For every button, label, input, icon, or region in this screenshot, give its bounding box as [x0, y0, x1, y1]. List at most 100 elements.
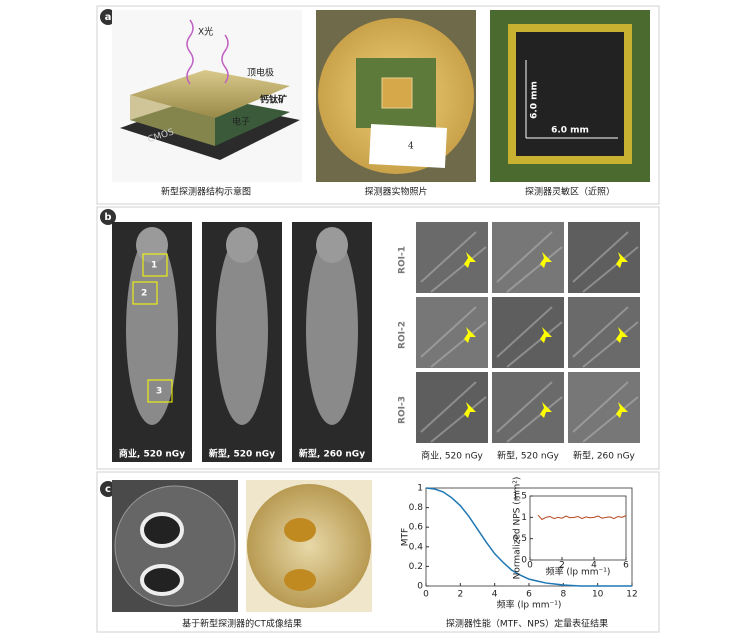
x-tick-label: 0 [423, 590, 429, 600]
roi-caption: 新型, 260 nGy [573, 450, 635, 462]
panel-label: a [105, 12, 112, 23]
caption: 探测器性能（MTF、NPS）定量表征结果 [446, 618, 608, 630]
x-tick-label: 6 [526, 590, 532, 600]
y-tick-label: 0 [417, 582, 423, 592]
x-tick-label: 4 [591, 561, 597, 571]
xray-body [306, 235, 358, 425]
roi-caption: 新型, 520 nGy [497, 450, 559, 462]
panel-label: c [105, 484, 111, 495]
arrow [616, 252, 628, 268]
arrow [464, 252, 476, 268]
y-axis-label: MTF [401, 528, 411, 546]
image-caption: 新型, 520 nGy [209, 448, 275, 460]
sensitive-area-photo [490, 10, 650, 182]
roi-image [416, 222, 488, 293]
x-tick-label: 0 [527, 561, 533, 571]
sample-photo [246, 480, 372, 612]
roi-box [132, 281, 158, 305]
roi-texture [496, 306, 563, 368]
xray-head [226, 227, 258, 263]
y-tick-label: 1.5 [513, 492, 527, 502]
data-line [537, 514, 627, 521]
roi-image [492, 222, 564, 293]
panel-label: b [104, 212, 111, 223]
roi-number: 1 [151, 261, 157, 271]
x-tick-label: 2 [457, 590, 463, 600]
roi-texture [572, 381, 639, 443]
roi-number: 2 [141, 289, 147, 299]
y-axis-label: Normalized NPS (mm²) [513, 477, 523, 580]
y-tick-label: 0 [521, 556, 527, 566]
roi-texture [572, 231, 639, 293]
data-line [425, 487, 632, 587]
photo-label: 4 [408, 142, 414, 152]
y-tick-label: 0.8 [409, 503, 424, 513]
y-tick-label: 0.2 [409, 562, 423, 572]
roi-image [568, 297, 640, 368]
image-caption: 商业, 520 nGy [119, 448, 185, 460]
roi-image [492, 297, 564, 368]
y-tick-label: 1 [521, 513, 527, 523]
roi-number: 3 [156, 387, 162, 397]
x-axis-label: 频率 (lp mm⁻¹) [546, 566, 611, 578]
roi-row-label: ROI-3 [398, 396, 408, 424]
device-photo [316, 10, 476, 182]
roi-box [142, 253, 168, 277]
xray-body [216, 235, 268, 425]
panel-borders [96, 5, 660, 633]
x-tick-label: 4 [492, 590, 498, 600]
plot-frame [529, 495, 627, 561]
arrow [464, 402, 476, 418]
perovskite-label: 钙钛矿 [260, 94, 287, 106]
x-tick-label: 10 [592, 590, 604, 600]
panel-badge [100, 209, 116, 225]
arrow [540, 327, 552, 343]
arrow [616, 327, 628, 343]
roi-image [416, 372, 488, 443]
roi-texture [496, 231, 563, 293]
roi-grid: ROI-1 ROI-2 ROI-3 商业, 520 nGy 新型, 520 nGy 新型,… [398, 222, 640, 462]
caption: 新型探测器结构示意图 [161, 186, 251, 198]
image-caption: 新型, 260 nGy [299, 448, 365, 460]
roi-image [568, 222, 640, 293]
electron-label: 电子 [232, 116, 250, 128]
arrow [540, 402, 552, 418]
xray-images: 商业, 520 nGy 新型, 520 nGy 新型, 260 nGy 1 2 3 [112, 222, 372, 462]
arrow [616, 402, 628, 418]
roi-row-label: ROI-2 [398, 321, 408, 349]
roi-texture [572, 306, 639, 368]
roi-image [416, 297, 488, 368]
dim-label: 6.0 mm [530, 81, 540, 119]
x-tick-label: 6 [623, 561, 629, 571]
xray-head [136, 227, 168, 263]
y-tick-label: 0.4 [409, 542, 424, 552]
schematic [112, 10, 302, 182]
arrow [540, 252, 552, 268]
y-tick-label: 1 [417, 484, 423, 494]
roi-texture [420, 381, 487, 443]
roi-texture [420, 231, 487, 293]
roi-caption: 商业, 520 nGy [421, 450, 483, 462]
caption: 基于新型探测器的CT成像结果 [182, 618, 302, 630]
roi-image [568, 372, 640, 443]
x-axis-label: 频率 (lp mm⁻¹) [497, 599, 562, 611]
xray-label: X光 [198, 26, 213, 38]
electrode-label: 顶电极 [247, 67, 274, 79]
x-tick-label: 12 [626, 590, 637, 600]
roi-texture [420, 306, 487, 368]
caption: 探测器灵敏区（近照） [525, 186, 615, 198]
dim-label: 6.0 mm [551, 126, 589, 136]
x-tick-label: 8 [560, 590, 566, 600]
roi-box [147, 379, 173, 403]
roi-image [492, 372, 564, 443]
caption: 探测器实物照片 [364, 186, 427, 198]
xray-head [316, 227, 348, 263]
roi-texture [496, 381, 563, 443]
arrow [464, 327, 476, 343]
x-tick-label: 2 [559, 561, 565, 571]
ct-image [112, 480, 238, 612]
y-tick-label: 0.5 [513, 534, 527, 544]
roi-row-label: ROI-1 [398, 246, 408, 274]
